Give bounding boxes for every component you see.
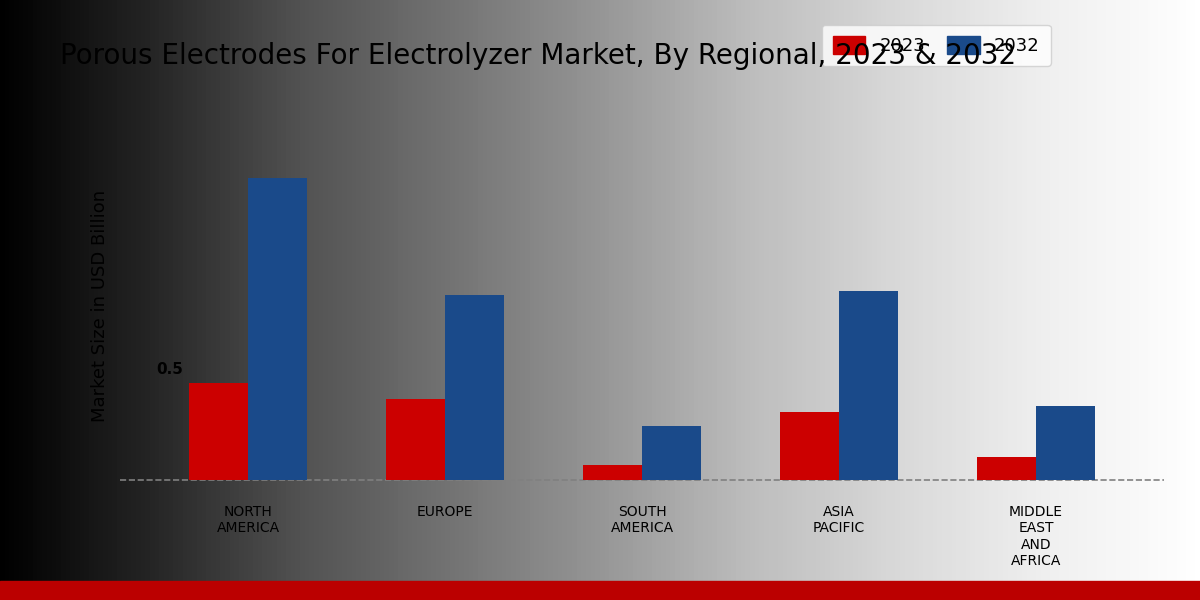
Bar <box>977 457 1036 481</box>
Bar <box>445 295 504 481</box>
Bar <box>1036 406 1096 481</box>
Bar <box>248 178 307 481</box>
Bar <box>780 412 839 481</box>
Text: Porous Electrodes For Electrolyzer Market, By Regional, 2023 & 2032: Porous Electrodes For Electrolyzer Marke… <box>60 42 1016 70</box>
Bar <box>386 398 445 481</box>
Legend: 2023, 2032: 2023, 2032 <box>822 25 1050 66</box>
Bar <box>583 465 642 481</box>
Text: 0.5: 0.5 <box>156 362 184 377</box>
Bar <box>642 426 701 481</box>
Bar <box>839 292 898 481</box>
Bar <box>188 383 248 481</box>
Y-axis label: Market Size in USD Billion: Market Size in USD Billion <box>91 190 109 422</box>
